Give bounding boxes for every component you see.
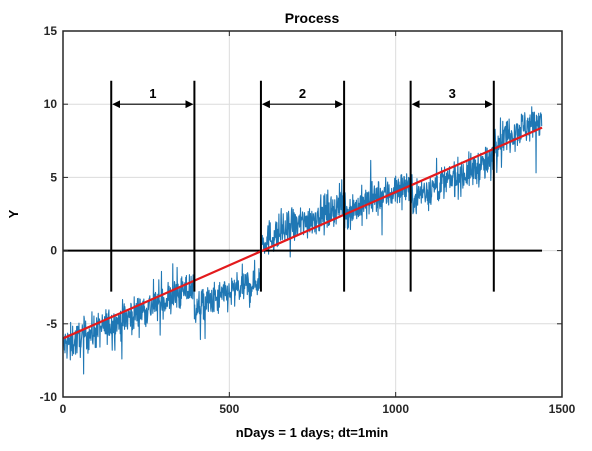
plot-area — [63, 31, 562, 397]
x-tick-label: 500 — [219, 402, 239, 416]
y-tick-label: -5 — [46, 317, 57, 331]
segment-label: 1 — [149, 86, 156, 101]
segment-label: 2 — [299, 86, 306, 101]
y-tick-label: 10 — [44, 97, 58, 111]
x-tick-label: 0 — [60, 402, 67, 416]
y-tick-label: 5 — [50, 170, 57, 184]
segment-label: 3 — [449, 86, 456, 101]
trend-line — [62, 126, 543, 340]
y-axis-label: Y — [6, 209, 21, 218]
y-tick-label: -10 — [40, 390, 58, 404]
y-tick-label: 15 — [44, 24, 58, 38]
x-tick-label: 1000 — [382, 402, 409, 416]
plot-frame — [62, 30, 563, 398]
x-axis-label: nDays = 1 days; dt=1min — [236, 425, 389, 440]
data-series — [62, 106, 543, 375]
chart-title: Process — [285, 10, 340, 26]
segment-markers: 1 2 3 — [110, 80, 495, 292]
axis-ticks: 0 500 1000 1500 -10 -5 0 5 10 15 — [40, 24, 576, 416]
y-tick-label: 0 — [50, 244, 57, 258]
x-tick-label: 1500 — [549, 402, 576, 416]
